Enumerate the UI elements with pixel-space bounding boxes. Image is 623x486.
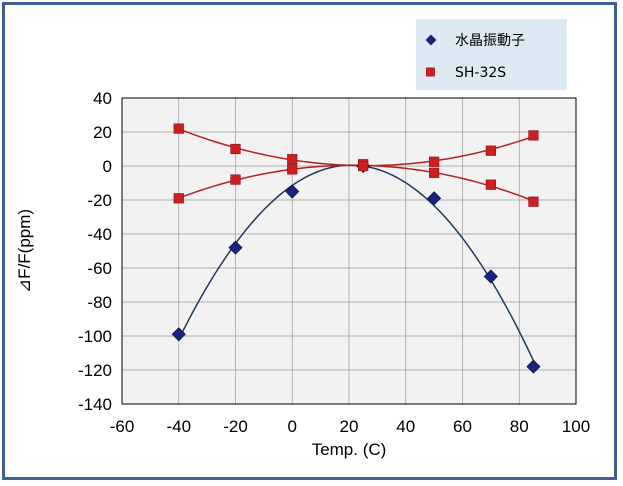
x-tick-label: -40 [166, 417, 191, 436]
series-3-point [358, 160, 369, 172]
legend-label: 水晶振動子 [455, 33, 525, 49]
y-tick-label: -140 [78, 395, 112, 414]
markers [171, 123, 541, 374]
x-tick-label: -20 [223, 417, 248, 436]
tick-labels: -60 -40 -20 0 20 40 60 80 100 40 20 0 -20 -40 -60 -80 -1… [78, 89, 590, 436]
legend-box [416, 19, 567, 90]
x-tick-label: -60 [110, 417, 135, 436]
series-3-point [173, 193, 184, 204]
series-1-point [285, 184, 300, 199]
y-tick-label: -100 [78, 327, 112, 346]
y-tick-label: 0 [103, 157, 112, 176]
y-tick-label: -60 [87, 259, 112, 278]
x-axis-title: Temp. (C) [312, 440, 387, 459]
y-tick-label: -80 [87, 293, 112, 312]
y-tick-label: -120 [78, 361, 112, 380]
series-2-point [287, 154, 298, 165]
series-3-point [528, 196, 539, 207]
series-1-point [427, 191, 442, 206]
series-2-point [485, 145, 496, 156]
series-3-point [287, 164, 298, 175]
x-tick-label: 100 [562, 417, 590, 436]
series-2-point [230, 143, 241, 155]
y-tick-label: -40 [87, 225, 112, 244]
series-1-point [171, 327, 186, 342]
series-1-point [483, 269, 498, 284]
legend-marker-diamond [425, 34, 437, 46]
plot-border [121, 97, 577, 405]
x-tick-label: 40 [396, 417, 415, 436]
y-tick-label: 20 [93, 123, 112, 142]
series-2-point [528, 130, 539, 141]
legend-marker-square [426, 67, 435, 77]
series-3-point [230, 174, 241, 185]
x-tick-label: 20 [340, 417, 359, 436]
legend-label: SH-32S [455, 65, 506, 81]
series-2-point [429, 156, 440, 167]
series-3-point [485, 179, 496, 190]
series-1-point [526, 359, 541, 374]
x-tick-label: 80 [510, 417, 529, 436]
legend: 水晶振動子 SH-32S [416, 19, 567, 90]
series-2-point [173, 123, 184, 134]
x-tick-label: 0 [288, 417, 297, 436]
x-tick-label: 60 [453, 417, 472, 436]
y-tick-label: -20 [87, 191, 112, 210]
series-3-point [429, 167, 440, 178]
y-axis-title: ⊿F/F(ppm) [15, 209, 34, 293]
y-tick-label: 40 [93, 89, 112, 108]
series-1-point [228, 240, 243, 255]
